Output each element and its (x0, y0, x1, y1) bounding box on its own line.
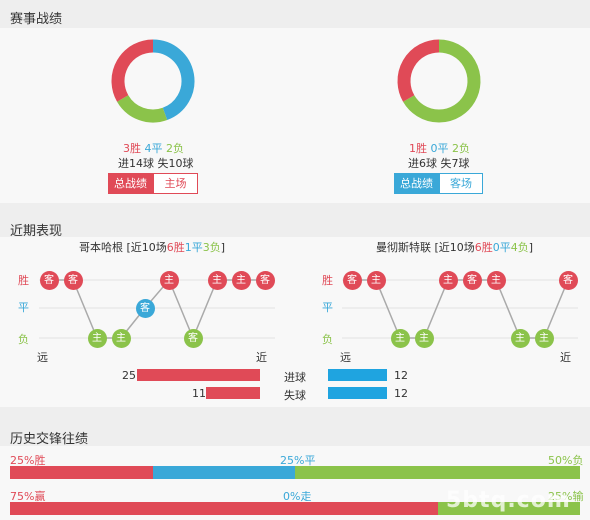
h2h-draw-pct: 25%平 (280, 454, 316, 467)
home-form-prefix: [近10场 (123, 241, 167, 254)
form-match-node[interactable]: 主 (207, 270, 227, 290)
home-record-summary: 3胜 4平 2负 (123, 140, 184, 156)
home-wins: 3胜 (123, 142, 141, 155)
donut-losses-slice (117, 94, 168, 123)
home-x-label-far: 远 (37, 351, 48, 364)
away-form-prefix: [近10场 (431, 241, 475, 254)
home-goals-against-value: 11 (192, 387, 206, 400)
home-total-record-button[interactable]: 总战绩 (108, 173, 153, 194)
home-goals-for-bar (137, 369, 260, 381)
h2h-loss-pct: 50%负 (548, 454, 584, 467)
h2h-handicap-win-pct: 75%赢 (10, 490, 46, 503)
goals-against-label: 失球 (284, 389, 306, 402)
h2h-result-bar (10, 466, 580, 479)
h2h-segment-win (10, 466, 153, 479)
form-match-node[interactable]: 客 (63, 270, 83, 290)
section-title-head-to-head: 历史交锋往绩 (10, 432, 89, 447)
form-match-node[interactable]: 客 (255, 270, 275, 290)
goals-for-label: 进球 (284, 371, 306, 384)
home-losses: 2负 (166, 142, 184, 155)
away-goals-against-value: 12 (394, 387, 408, 400)
away-record-summary: 1胜 0平 2负 (409, 140, 470, 156)
donut-losses-slice (403, 39, 481, 123)
away-form-header: 曼彻斯特联 [近10场6胜0平4负] (376, 239, 533, 255)
away-losses: 2负 (452, 142, 470, 155)
form-match-node[interactable]: 主 (111, 328, 131, 348)
h2h-win-pct: 25%胜 (10, 454, 46, 467)
away-goals-against-bar (328, 387, 387, 399)
home-y-label-win: 胜 (18, 274, 29, 287)
form-match-node[interactable]: 主 (159, 270, 179, 290)
section-title-recent-form: 近期表现 (10, 224, 63, 239)
home-draws: 4平 (144, 142, 163, 155)
away-y-label-win: 胜 (322, 274, 333, 287)
away-x-label-far: 远 (340, 351, 351, 364)
away-record-donut (397, 39, 481, 123)
h2h-segment-draw (152, 466, 295, 479)
form-match-node[interactable]: 客 (135, 298, 155, 318)
away-venue-button[interactable]: 客场 (439, 173, 483, 194)
away-total-record-button[interactable]: 总战绩 (394, 173, 439, 194)
away-form-draws: 0平 (492, 241, 511, 254)
away-form-wins: 6胜 (474, 241, 493, 254)
h2h-segment-loss (437, 502, 580, 515)
home-y-label-draw: 平 (18, 301, 29, 314)
h2h-handicap-bar (10, 502, 580, 515)
away-team-name: 曼彻斯特联 (376, 241, 431, 254)
donut-wins-slice (111, 39, 154, 102)
home-form-draws: 1平 (184, 241, 203, 254)
home-team-name: 哥本哈根 (79, 241, 123, 254)
away-x-label-near: 近 (560, 351, 571, 364)
site-watermark: 5btq.com (446, 488, 571, 513)
away-goals-for-value: 12 (394, 369, 408, 382)
form-match-node[interactable]: 主 (231, 270, 251, 290)
home-x-label-near: 近 (256, 351, 267, 364)
home-form-losses: 3负 (202, 241, 221, 254)
record-panel (0, 28, 590, 203)
donut-draws-slice (152, 39, 195, 120)
form-match-node[interactable]: 客 (39, 270, 59, 290)
home-form-chart: 客客主主客主客主主客 (39, 270, 275, 348)
home-goals-against-bar (205, 387, 260, 399)
away-form-suffix: ] (528, 241, 534, 254)
form-match-node[interactable]: 客 (183, 328, 203, 348)
home-venue-button[interactable]: 主场 (153, 173, 198, 194)
h2h-handicap-push-pct: 0%走 (283, 490, 312, 503)
donut-wins-slice (397, 39, 440, 102)
section-title-record: 赛事战绩 (10, 12, 63, 27)
away-y-label-draw: 平 (322, 301, 333, 314)
home-form-header: 哥本哈根 [近10场6胜1平3负] (79, 239, 225, 255)
home-goals-for-value: 25 (122, 369, 136, 382)
home-y-label-loss: 负 (18, 333, 29, 346)
form-match-node[interactable]: 主 (87, 328, 107, 348)
away-y-label-loss: 负 (322, 333, 333, 346)
home-form-wins: 6胜 (166, 241, 185, 254)
form-trend-line (49, 278, 265, 340)
away-wins: 1胜 (409, 142, 427, 155)
away-draws: 0平 (430, 142, 449, 155)
home-form-suffix: ] (220, 241, 226, 254)
home-record-donut (111, 39, 195, 123)
away-goals-for-bar (328, 369, 387, 381)
h2h-segment-win (10, 502, 438, 515)
home-goals: 进14球 失10球 (118, 157, 194, 170)
away-goals: 进6球 失7球 (408, 157, 470, 170)
h2h-segment-loss (295, 466, 580, 479)
h2h-handicap-loss-pct: 25%输 (548, 490, 584, 503)
away-form-losses: 4负 (510, 241, 529, 254)
